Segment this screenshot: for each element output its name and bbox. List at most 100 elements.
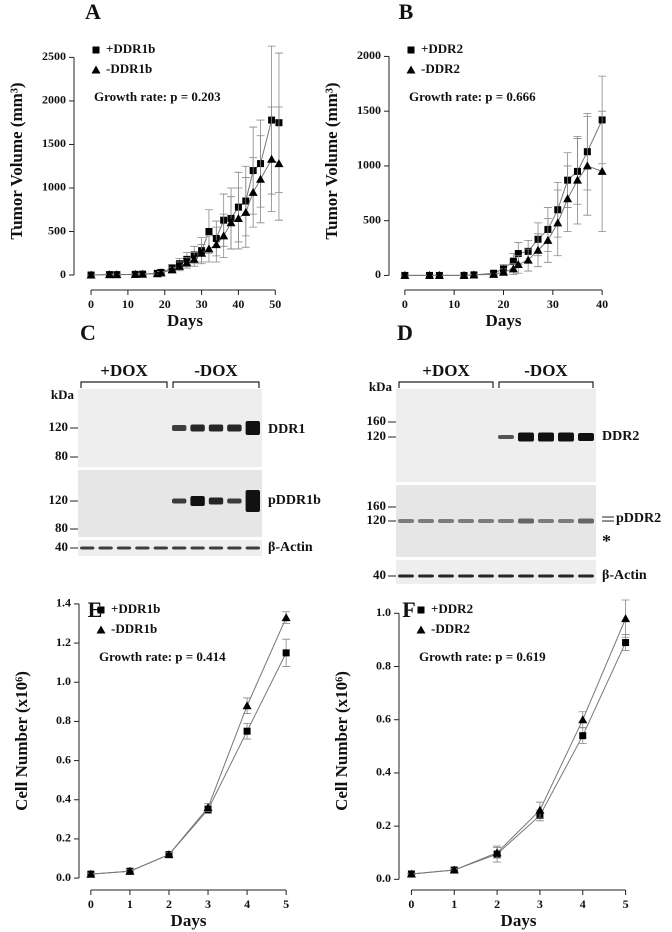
legend-label: +DDR1b xyxy=(111,601,160,616)
band xyxy=(227,498,242,504)
marker xyxy=(104,270,114,279)
marker-label: 120 xyxy=(367,428,387,443)
band xyxy=(418,574,434,578)
band xyxy=(558,574,574,578)
band xyxy=(245,490,260,512)
series-line xyxy=(90,652,287,875)
x-tick-label: 4 xyxy=(580,897,586,911)
bracket xyxy=(172,381,260,388)
band xyxy=(578,433,594,441)
marker xyxy=(425,270,435,279)
marker-label: 80 xyxy=(55,520,68,535)
y-axis-title: Cell Number (x10⁶) xyxy=(332,671,351,811)
unit-label: kDa xyxy=(51,387,75,402)
marker xyxy=(197,248,207,257)
marker xyxy=(174,261,184,270)
band xyxy=(498,519,514,523)
marker xyxy=(267,154,277,163)
x-tick-label: 20 xyxy=(498,297,510,311)
y-tick-label: 1000 xyxy=(357,158,381,172)
band xyxy=(172,546,187,550)
marker xyxy=(130,269,140,278)
band xyxy=(558,519,574,523)
band-label: DDR1 xyxy=(268,422,305,437)
band xyxy=(478,519,494,523)
marker xyxy=(434,270,444,279)
band xyxy=(438,574,454,578)
marker-label: 160 xyxy=(367,498,387,513)
marker xyxy=(406,869,416,878)
marker xyxy=(523,255,533,264)
band xyxy=(538,519,554,523)
group-label: +DOX xyxy=(100,361,148,380)
marker xyxy=(489,269,499,278)
marker xyxy=(182,258,192,267)
x-tick-label: 10 xyxy=(448,297,460,311)
annotation: Growth rate: p = 0.666 xyxy=(409,89,536,104)
x-tick-label: 40 xyxy=(232,297,244,311)
marker xyxy=(167,265,177,274)
y-tick-label: 0.2 xyxy=(376,818,391,832)
x-tick-label: 10 xyxy=(122,297,134,311)
y-tick-label: 500 xyxy=(363,212,381,226)
marker xyxy=(572,175,582,184)
x-axis-title: Days xyxy=(501,911,537,930)
marker xyxy=(241,207,251,216)
y-tick-label: 0.6 xyxy=(56,752,71,766)
band xyxy=(245,421,260,435)
band xyxy=(80,546,95,550)
legend-label: -DDR1b xyxy=(111,621,157,636)
marker xyxy=(416,625,426,634)
series-line xyxy=(411,642,627,875)
y-tick-label: 1.2 xyxy=(56,635,71,649)
band xyxy=(190,496,205,506)
band xyxy=(398,519,414,523)
bracket xyxy=(398,381,494,388)
band xyxy=(190,424,205,432)
legend-label: +DDR2 xyxy=(431,601,473,616)
x-tick-label: 1 xyxy=(451,897,457,911)
y-tick-label: 1000 xyxy=(42,180,66,194)
marker xyxy=(533,245,543,254)
x-tick-label: 3 xyxy=(537,897,543,911)
band xyxy=(208,424,224,432)
marker xyxy=(243,727,251,735)
group-label: -DOX xyxy=(194,361,238,380)
marker xyxy=(203,803,213,812)
marker xyxy=(514,250,522,258)
band xyxy=(498,435,514,439)
blot-panel xyxy=(78,540,262,556)
band xyxy=(538,574,554,578)
marker xyxy=(513,259,523,268)
y-tick-label: 2000 xyxy=(357,48,381,62)
marker xyxy=(233,213,243,222)
band xyxy=(227,546,242,550)
marker xyxy=(499,267,508,276)
band xyxy=(518,432,534,442)
marker-label: 120 xyxy=(49,492,69,507)
legend-label: +DDR1b xyxy=(106,41,155,56)
band xyxy=(227,424,242,432)
y-tick-label: 1500 xyxy=(42,136,66,150)
marker xyxy=(578,715,588,724)
y-tick-label: 1.4 xyxy=(56,596,71,610)
marker xyxy=(274,159,284,168)
group-label: -DOX xyxy=(524,361,568,380)
marker xyxy=(204,244,214,253)
y-tick-label: 2000 xyxy=(42,93,66,107)
marker xyxy=(211,240,221,249)
bracket xyxy=(80,381,168,388)
marker xyxy=(469,270,479,279)
marker xyxy=(535,805,545,814)
marker xyxy=(164,850,174,859)
band xyxy=(135,546,150,550)
y-tick-label: 0.8 xyxy=(56,713,71,727)
panel-letter: F xyxy=(402,597,415,622)
marker xyxy=(597,166,607,175)
panel-letter: D xyxy=(397,320,413,345)
band xyxy=(458,574,474,578)
band xyxy=(245,546,260,550)
band xyxy=(418,519,434,523)
y-tick-label: 0 xyxy=(60,267,66,281)
